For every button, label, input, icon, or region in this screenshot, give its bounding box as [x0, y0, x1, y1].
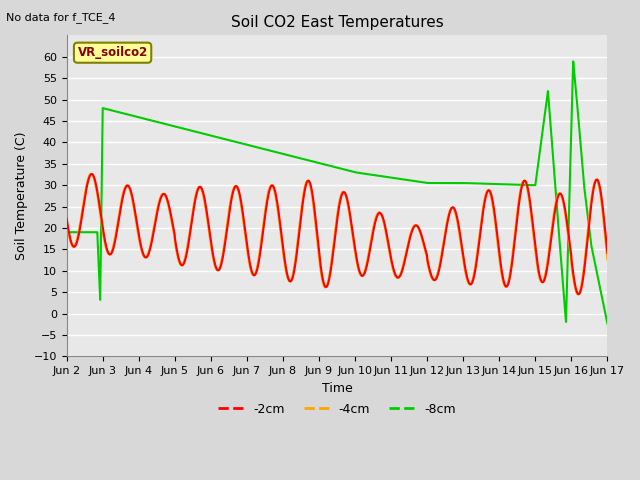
Legend: -2cm, -4cm, -8cm: -2cm, -4cm, -8cm [214, 398, 461, 420]
Title: Soil CO2 East Temperatures: Soil CO2 East Temperatures [230, 15, 444, 30]
X-axis label: Time: Time [322, 382, 353, 395]
Text: VR_soilco2: VR_soilco2 [77, 46, 148, 59]
Y-axis label: Soil Temperature (C): Soil Temperature (C) [15, 132, 28, 260]
Text: No data for f_TCE_4: No data for f_TCE_4 [6, 12, 116, 23]
